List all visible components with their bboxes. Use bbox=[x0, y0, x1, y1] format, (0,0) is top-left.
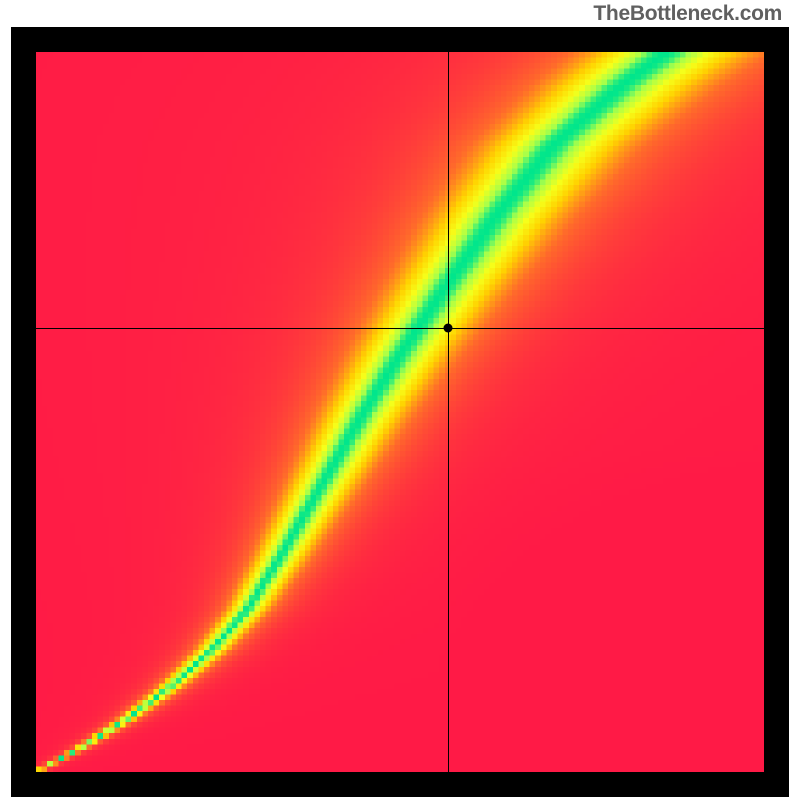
heatmap-canvas bbox=[36, 52, 764, 772]
watermark-text: TheBottleneck.com bbox=[593, 2, 782, 26]
bottleneck-heatmap bbox=[36, 52, 764, 772]
marker-dot bbox=[444, 324, 453, 333]
crosshair-vertical bbox=[448, 52, 449, 772]
crosshair-horizontal bbox=[36, 328, 764, 329]
